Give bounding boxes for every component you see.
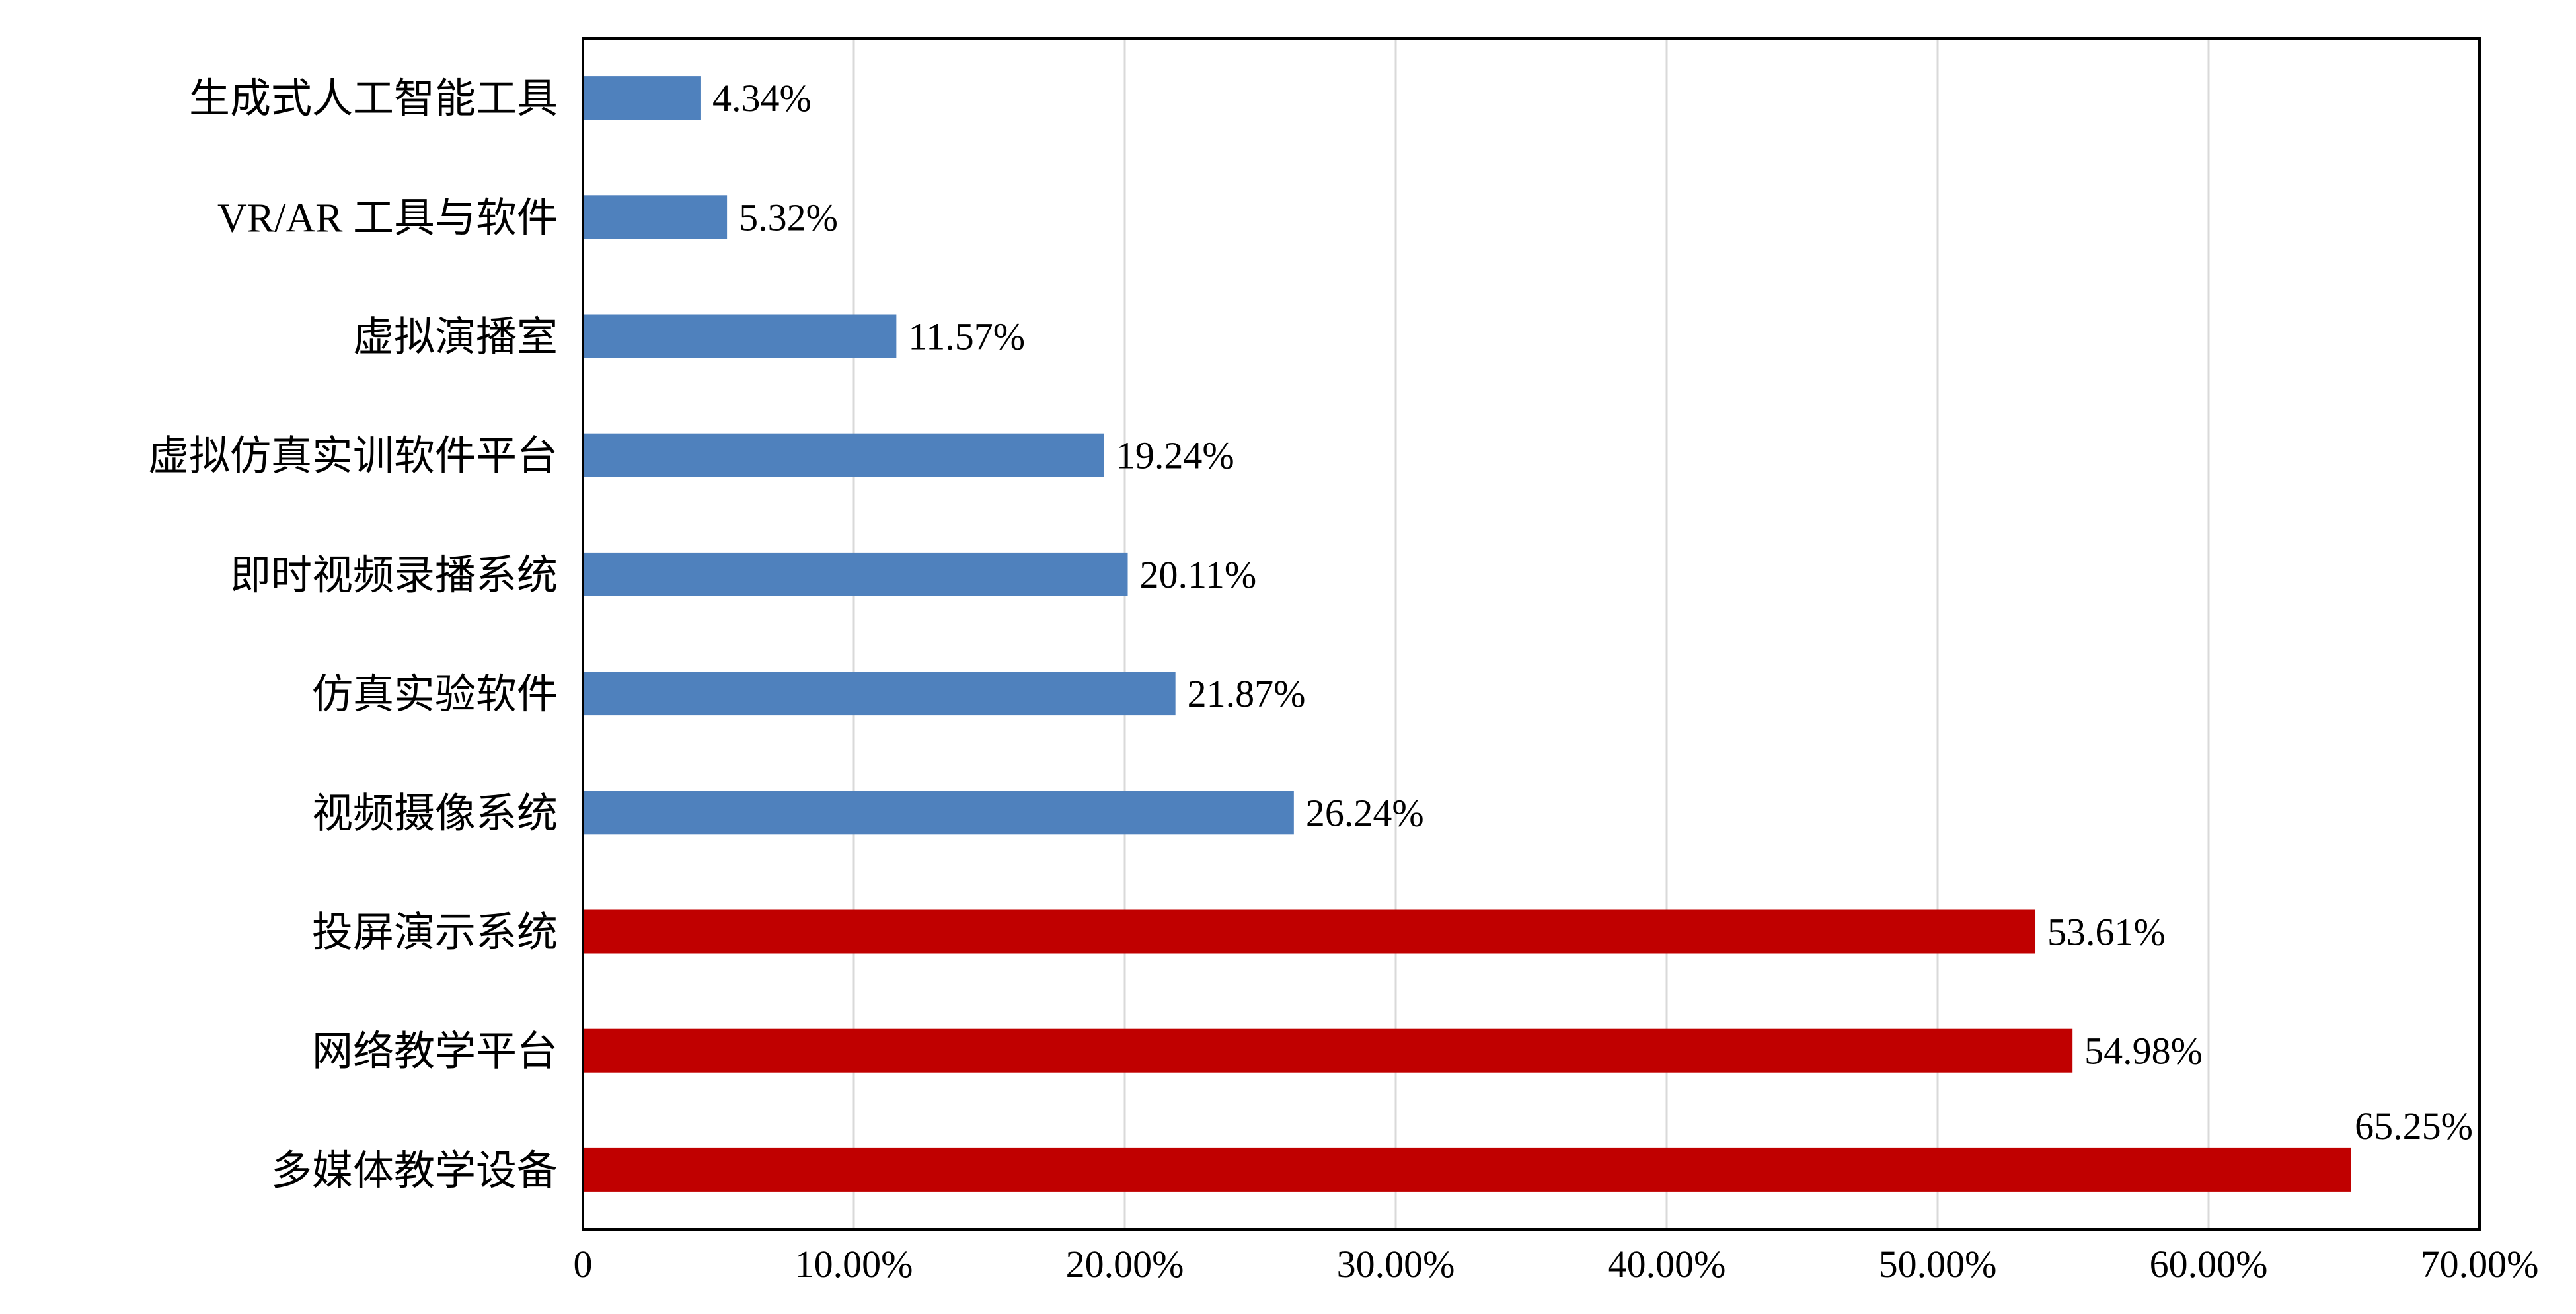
bar-1 <box>583 195 728 239</box>
value-label-2: 11.57% <box>908 315 1025 358</box>
bar-2 <box>583 314 897 358</box>
bar-6 <box>583 791 1294 835</box>
x-tick-label-5: 50.00% <box>1879 1243 1997 1286</box>
x-tick-label-1: 10.00% <box>795 1243 913 1286</box>
category-label-0: 生成式人工智能工具 <box>189 77 558 122</box>
value-label-8: 54.98% <box>2084 1030 2203 1073</box>
value-label-1: 5.32% <box>739 196 838 239</box>
bar-9 <box>583 1147 2351 1192</box>
bar-3 <box>583 433 1104 477</box>
x-tick-label-7: 70.00% <box>2421 1243 2539 1286</box>
category-label-3: 虚拟仿真实训软件平台 <box>148 434 558 479</box>
category-label-7: 投屏演示系统 <box>312 911 558 956</box>
bar-7 <box>583 909 2036 954</box>
value-label-6: 26.24% <box>1306 791 1424 834</box>
x-tick-label-4: 40.00% <box>1608 1243 1726 1286</box>
bar-8 <box>583 1028 2073 1073</box>
category-label-6: 视频摄像系统 <box>312 791 558 836</box>
value-label-4: 20.11% <box>1140 553 1257 596</box>
category-label-9: 多媒体教学设备 <box>271 1149 558 1194</box>
category-label-2: 虚拟演播室 <box>353 315 558 360</box>
category-label-5: 仿真实验软件 <box>312 672 558 717</box>
x-tick-label-2: 20.00% <box>1066 1243 1184 1286</box>
value-label-3: 19.24% <box>1116 434 1234 477</box>
category-label-4: 即时视频录播系统 <box>230 553 558 598</box>
bar-5 <box>583 672 1176 716</box>
value-label-9: 65.25% <box>2355 1104 2473 1147</box>
value-label-7: 53.61% <box>2047 911 2166 954</box>
category-labels: 生成式人工智能工具 VR/AR 工具与软件虚拟演播室虚拟仿真实训软件平台即时视频录… <box>148 77 558 1194</box>
x-tick-labels: 0 10.00% 20.00% 30.00% 40.00% 50.00% 60.00% 70.… <box>574 1243 2539 1286</box>
category-label-1: VR/AR 工具与软件 <box>217 196 558 241</box>
bar-0 <box>583 76 701 120</box>
x-tick-label-3: 30.00% <box>1337 1243 1455 1286</box>
bars <box>583 76 2351 1192</box>
x-tick-label-6: 60.00% <box>2150 1243 2268 1286</box>
value-label-0: 4.34% <box>712 77 812 120</box>
bar-4 <box>583 552 1128 596</box>
value-label-5: 21.87% <box>1188 672 1306 715</box>
value-labels: 4.34% 5.32% 11.57% 19.24% 20.11% 21.87% 26.24%… <box>712 77 2473 1147</box>
plot-border <box>582 37 2481 1231</box>
category-label-8: 网络教学平台 <box>312 1030 558 1075</box>
x-tick-label-0: 0 <box>574 1243 593 1286</box>
